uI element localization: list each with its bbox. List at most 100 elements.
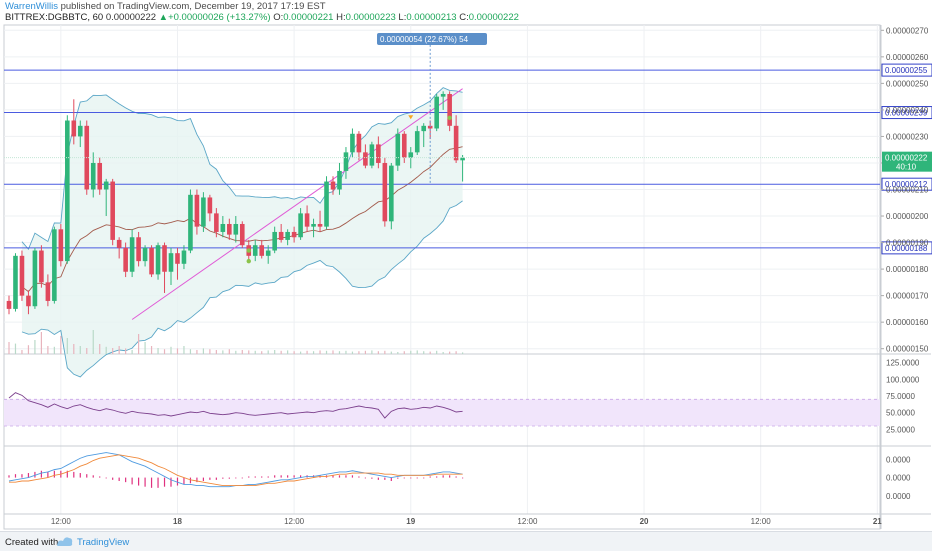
- macd-histogram-bar: [416, 477, 418, 479]
- macd-histogram-bar: [202, 477, 204, 481]
- price-axis-label: 0.00000250: [886, 79, 929, 88]
- price-axis-label: 0.00000200: [886, 212, 929, 221]
- candle-body: [45, 282, 51, 301]
- volume-bar: [40, 332, 42, 354]
- open-label: O:: [273, 12, 284, 23]
- footer-bar: Created with TradingView: [0, 531, 932, 551]
- rsi-axis-label: 125.0000: [886, 359, 920, 368]
- candle-body: [194, 194, 200, 227]
- macd-histogram-bar: [86, 474, 88, 478]
- high-label: H:: [336, 12, 346, 23]
- time-axis-label: 20: [640, 517, 649, 526]
- macd-histogram: [8, 470, 464, 488]
- candle-body: [6, 300, 12, 309]
- macd-histogram-bar: [449, 475, 451, 478]
- candle-body: [239, 223, 245, 246]
- volume-bar: [131, 350, 133, 354]
- macd-histogram-bar: [351, 475, 354, 478]
- macd-histogram-bar: [287, 475, 289, 478]
- author-link[interactable]: WarrenWillis: [5, 1, 58, 12]
- volume-bar: [8, 342, 10, 354]
- macd-histogram-bar: [53, 470, 55, 478]
- candle-body: [32, 250, 38, 307]
- volume-bar: [403, 351, 405, 354]
- volume-bar: [371, 350, 373, 354]
- macd-histogram-bar: [462, 477, 464, 479]
- bollinger-lower: [21, 200, 463, 378]
- candle-body: [401, 133, 407, 158]
- volume-bar: [215, 350, 217, 354]
- candle-body: [233, 223, 239, 235]
- volume-bar: [21, 350, 23, 354]
- macd-histogram-bar: [455, 476, 457, 478]
- macd-histogram-bar: [157, 477, 159, 488]
- time-axis-label: 21: [873, 517, 882, 526]
- volume-bar: [86, 348, 88, 354]
- macd-histogram-bar: [209, 477, 211, 480]
- bollinger-upper: [21, 87, 463, 250]
- macd-histogram-bar: [332, 475, 334, 478]
- candle-body: [447, 93, 452, 126]
- volume-bar: [306, 350, 308, 354]
- trend-line: [131, 88, 463, 320]
- macd-histogram-bar: [274, 475, 276, 478]
- candle-body: [343, 152, 349, 171]
- candle-body: [149, 247, 154, 275]
- volume-bar: [423, 351, 425, 354]
- tradingview-brand[interactable]: TradingView: [77, 537, 130, 548]
- candle-body: [298, 213, 303, 238]
- high-value: 0.00000223: [345, 12, 396, 23]
- candle-body: [421, 125, 427, 132]
- macd-histogram-bar: [241, 477, 243, 479]
- level-price-label: 0.00000239: [885, 109, 928, 118]
- macd-histogram-bar: [390, 477, 392, 481]
- chart-header: WarrenWillis published on TradingView.co…: [0, 0, 932, 24]
- price-axis-label: 0.00000230: [886, 132, 929, 141]
- ohlc-legend: BITTREX:DGBBTC, 60 0.00000222 ▲+0.000000…: [5, 12, 519, 23]
- price-axis-label: 0.00000150: [886, 345, 929, 354]
- macd-histogram-bar: [384, 477, 386, 480]
- macd-histogram-bar: [377, 477, 379, 480]
- time-axis-label: 12:00: [517, 517, 538, 526]
- volume-bar: [345, 350, 347, 354]
- level-price-tag: [881, 63, 932, 77]
- symbol-label[interactable]: BITTREX:DGBBTC, 60: [5, 12, 104, 23]
- macd-histogram-bar: [163, 477, 166, 487]
- volume-bar: [27, 345, 30, 354]
- candle-body: [123, 247, 128, 272]
- volume-bar: [222, 350, 224, 354]
- candle-body: [77, 125, 83, 137]
- macd-histogram-bar: [21, 474, 23, 478]
- volume-bar: [92, 330, 94, 354]
- time-axis-label: 18: [173, 517, 182, 526]
- macd-histogram-bar: [27, 473, 30, 478]
- candle-body: [181, 250, 187, 264]
- volume-bar: [235, 350, 237, 354]
- volume-bar: [66, 338, 68, 354]
- measure-label: 0.00000054 (22.67%) 54: [380, 35, 469, 44]
- volume-bar: [105, 346, 107, 354]
- macd-histogram-bar: [364, 477, 366, 479]
- macd-histogram-bar: [254, 476, 256, 478]
- candle-body: [13, 255, 18, 309]
- volume-bar: [157, 348, 159, 354]
- candle-body: [337, 170, 342, 190]
- price-axis-label: 0.00000270: [886, 26, 929, 35]
- time-axis-label: 12:00: [284, 517, 305, 526]
- price-axis-label: 0.00000180: [886, 265, 929, 274]
- level-price-tag: [881, 177, 932, 191]
- candle-body: [382, 162, 388, 222]
- chart-canvas[interactable]: 0.00000255 0.00000239 0.00000212 0.00000188…: [0, 0, 932, 531]
- volume-bar: [358, 351, 360, 354]
- volume-bar: [53, 346, 55, 354]
- volume-bar: [248, 350, 250, 354]
- last-price-tag: [882, 151, 932, 172]
- candle-body: [19, 255, 25, 296]
- volume-bar: [377, 351, 379, 354]
- candle-body: [395, 133, 401, 166]
- measure-tooltip: [377, 33, 487, 45]
- rsi-band: [4, 399, 880, 426]
- volume-bar: [325, 350, 328, 354]
- price-axis-label: 0.00000170: [886, 292, 929, 301]
- candle-body: [291, 231, 297, 238]
